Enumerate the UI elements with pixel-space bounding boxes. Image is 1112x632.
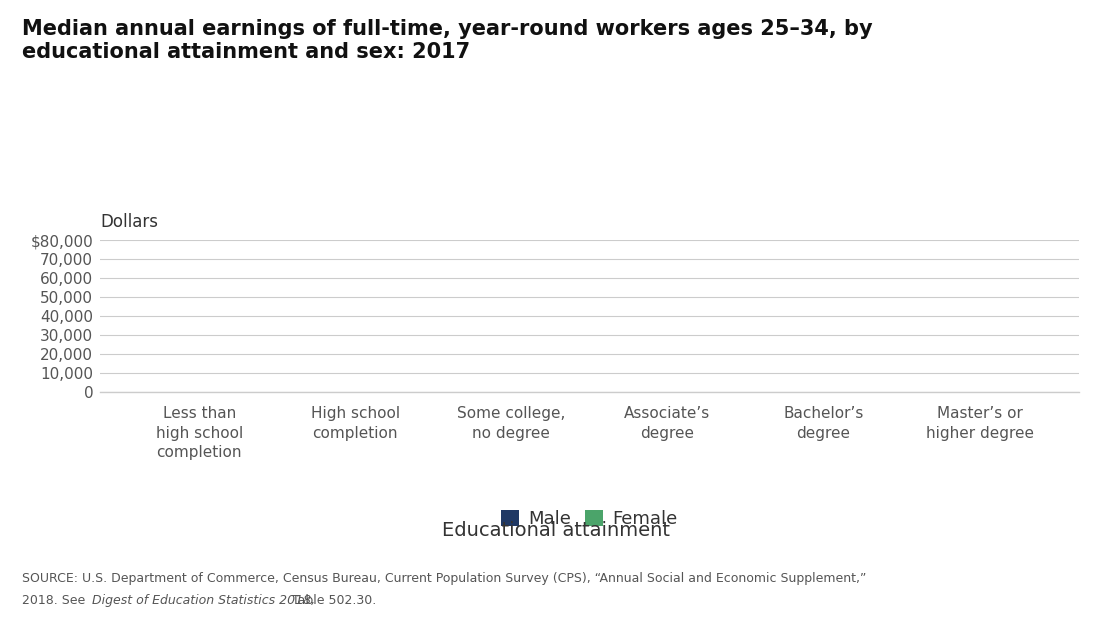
Text: Table 502.30.: Table 502.30.	[284, 594, 376, 607]
Text: 2018. See: 2018. See	[22, 594, 89, 607]
Legend: Male, Female: Male, Female	[502, 510, 677, 528]
Text: Median annual earnings of full-time, year-round workers ages 25–34, by
education: Median annual earnings of full-time, yea…	[22, 19, 873, 62]
Text: Educational attainment: Educational attainment	[441, 521, 671, 540]
Text: Dollars: Dollars	[100, 213, 158, 231]
Text: Digest of Education Statistics 2018,: Digest of Education Statistics 2018,	[92, 594, 316, 607]
Text: SOURCE: U.S. Department of Commerce, Census Bureau, Current Population Survey (C: SOURCE: U.S. Department of Commerce, Cen…	[22, 572, 866, 585]
